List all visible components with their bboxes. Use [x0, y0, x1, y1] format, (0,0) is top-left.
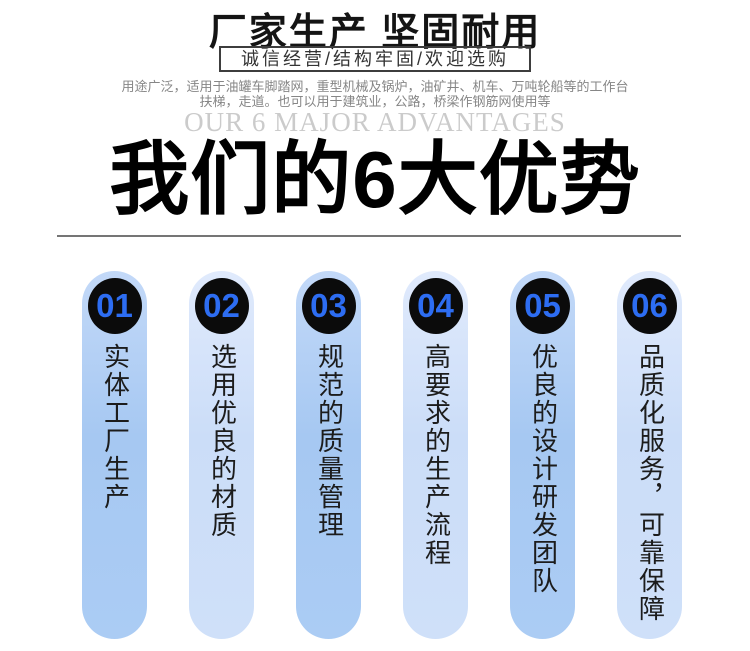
- number-badge: 03: [301, 278, 356, 334]
- advantage-number: 01: [96, 287, 133, 324]
- advantage-text: 实体工厂生产: [100, 343, 131, 511]
- advantage-text: 高要求的生产流程: [421, 343, 452, 567]
- subtitle-text: 诚信经营/结构牢固/欢迎选购: [240, 49, 510, 69]
- advantage-pill-2: 02 选用优良的材质: [189, 271, 254, 639]
- number-badge: 04: [408, 278, 463, 334]
- description-line-2: 扶梯，走道。也可以用于建筑业，公路，桥梁作钢筋网使用等: [199, 94, 551, 109]
- number-badge: 01: [87, 278, 142, 334]
- advantage-number: 06: [631, 287, 668, 324]
- divider: [57, 235, 681, 237]
- advantage-number: 03: [310, 287, 347, 324]
- number-badge: 06: [622, 278, 677, 334]
- description: 用途广泛，适用于油罐车脚踏网，重型机械及锅炉，油矿井、机车、万吨轮船等的工作台 …: [0, 79, 750, 109]
- advantage-pill-5: 05 优良的设计研发团队: [510, 271, 575, 639]
- advantage-pill-4: 04 高要求的生产流程: [403, 271, 468, 639]
- advantage-pill-1: 01 实体工厂生产: [82, 271, 147, 639]
- advantage-number: 04: [417, 287, 454, 324]
- subtitle-box: 诚信经营/结构牢固/欢迎选购: [218, 46, 532, 72]
- description-line-1: 用途广泛，适用于油罐车脚踏网，重型机械及锅炉，油矿井、机车、万吨轮船等的工作台: [121, 79, 629, 94]
- advantage-number: 02: [203, 287, 240, 324]
- advantage-pill-6: 06 品质化服务，可靠保障: [617, 271, 682, 639]
- advantage-number: 05: [524, 287, 561, 324]
- advantage-text: 选用优良的材质: [207, 343, 238, 539]
- number-badge: 02: [194, 278, 249, 334]
- advantages-list: 01 实体工厂生产 02 选用优良的材质 03 规范的质量管理 04 高要求的生…: [82, 271, 682, 639]
- number-badge: 05: [515, 278, 570, 334]
- section-eyebrow: OUR 6 MAJOR ADVANTAGES: [184, 107, 566, 137]
- advantage-text: 优良的设计研发团队: [528, 343, 559, 595]
- advantage-text: 品质化服务，可靠保障: [635, 343, 666, 623]
- advantage-pill-3: 03 规范的质量管理: [296, 271, 361, 639]
- advantage-text: 规范的质量管理: [314, 343, 345, 539]
- section-title: 我们的6大优势: [109, 135, 641, 224]
